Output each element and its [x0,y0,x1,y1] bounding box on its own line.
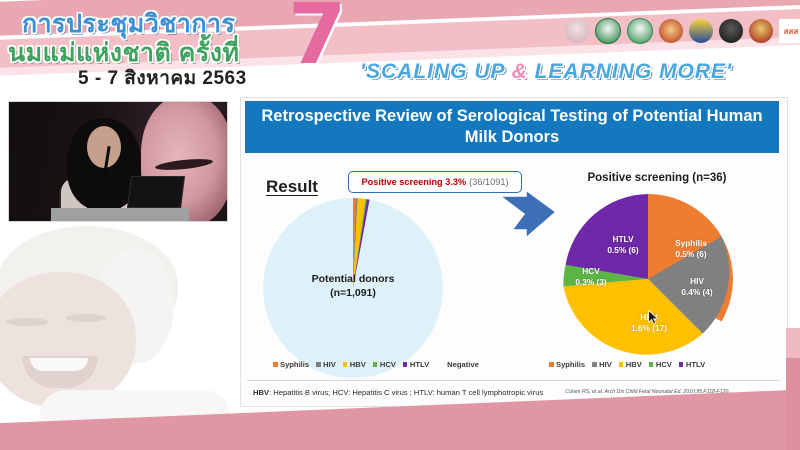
baby-eye-right [66,314,106,322]
baby-hat-brim [96,248,174,364]
left-pie-label-line1: Potential donors [311,273,395,285]
baby-face [0,272,136,408]
legend-item-hbv[interactable]: HBV [618,360,642,369]
slice-label-hiv: HIV 0.4% (4) [681,276,713,297]
conference-title-thai-line2: นมแม่แห่งชาติ ครั้งที่ [8,39,240,67]
legend-swatch-icon [273,362,278,367]
tagline-part-2: LEARNING MORE' [527,60,733,83]
sponsor-logo-6 [719,19,743,43]
legend-swatch-icon [402,362,408,367]
podium-base [51,208,189,221]
slice-label-hcv: HCV 0.3% (3) [575,266,607,287]
slide-footnote-bar: HBV: Hepatitis B virus; HCV: Hepatitis C… [247,380,781,403]
legend-swatch-icon [316,362,321,367]
background-baby-photo [0,222,246,428]
speaker-face [87,126,121,168]
legend-label: Negative [447,360,479,369]
legend-label: HTLV [685,360,706,369]
presentation-slide: Retrospective Review of Serological Test… [240,97,788,407]
positive-screening-callout: Positive screening 3.3% (36/1091) [348,171,522,193]
sponsor-logo-7 [749,19,773,43]
right-pie-title: Positive screening (n=36) [587,172,727,184]
sponsor-logo-2 [595,18,621,44]
slice-label-htlv: HTLV 0.5% (6) [607,234,639,255]
sponsor-logo-5 [689,19,713,43]
legend-label: HCV [655,360,672,369]
sponsor-logo-4 [659,19,683,43]
conference-tagline: 'SCALING UP & LEARNING MORE' [360,60,732,84]
blue-arrow-icon [497,190,558,240]
conference-edition-number: 7 [288,0,347,83]
laptop [127,176,185,208]
citation-reference: Cohen RS, et al. Arch Dis Child Fetal Ne… [565,389,730,395]
sponsor-logo-1 [565,19,589,43]
speaker-video-feed[interactable] [8,101,228,222]
mouse-cursor [648,310,659,325]
baby-teeth [30,358,88,371]
conference-dates-thai: 5 - 7 สิงหาคม 2563 [78,68,247,89]
legend-item-syphilis[interactable]: Syphilis [273,360,309,369]
legend-item-hiv[interactable]: HIV [592,360,612,369]
slice-label-syphilis: Syphilis 0.5% (6) [675,238,707,259]
legend-label: HIV [323,360,336,369]
legend-label: HBV [625,360,642,369]
right-edge-pink-strip-dark [786,358,800,450]
baby-eye-left [6,318,48,326]
legend-swatch-icon [592,362,597,367]
chart-potential-donors: Potential donors (n=1,091) [263,198,443,378]
tagline-ampersand: & [511,60,528,83]
baby-hat [0,226,178,344]
left-pie-label-line2: (n=1,091) [330,287,376,300]
legend-swatch-icon [618,362,624,367]
legend-swatch-icon [372,362,378,367]
conference-header-banner: การประชุมวิชาการ นมแม่แห่งชาติ ครั้งที่ … [0,0,800,95]
sponsor-logo-8-sss: สสส [779,19,800,43]
pie-positive-slivers [353,198,370,288]
legend-label: HBV [349,360,366,369]
legend-item-htlv[interactable]: HTLV [678,360,706,369]
legend-item-hcv[interactable]: HCV [372,360,396,369]
legend-label: Syphilis [280,360,310,369]
legend-label: Syphilis [556,360,586,369]
legend-swatch-icon [342,362,348,367]
legend-label: HTLV [409,360,430,369]
legend-label: HIV [599,360,612,369]
tagline-part-1: 'SCALING UP [360,60,512,83]
legend-item-hbv[interactable]: HBV [342,360,366,369]
legend-left: Syphilis HIV HBV HCV HTLV Negative [273,360,479,369]
legend-item-htlv[interactable]: HTLV [402,360,430,369]
legend-swatch-icon [648,362,654,367]
footnote-abbreviations: HBV: Hepatitis B virus; HCV: Hepatitis C… [253,387,544,397]
legend-item-hcv[interactable]: HCV [648,360,672,369]
callout-highlight-text: Positive screening 3.3% [361,177,467,187]
legend-item-syphilis[interactable]: Syphilis [549,360,585,369]
right-pie-slices [563,194,733,355]
result-heading: Result [266,177,318,196]
conference-title-thai-line1: การประชุมวิชาการ [22,10,236,38]
legend-label: HCV [379,360,396,369]
legend-swatch-icon [549,362,554,367]
callout-fraction-text: (36/1091) [469,177,509,187]
legend-item-negative[interactable]: Negative [440,360,479,369]
legend-right: Syphilis HIV HBV HCV HTLV [549,360,705,369]
sponsor-logo-row: สสส [565,18,800,44]
left-pie-center-label: Potential donors (n=1,091) [263,272,443,300]
legend-swatch-icon [678,362,684,367]
legend-item-hiv[interactable]: HIV [316,360,336,369]
slide-title: Retrospective Review of Serological Test… [245,101,779,153]
sponsor-logo-3 [627,18,653,44]
